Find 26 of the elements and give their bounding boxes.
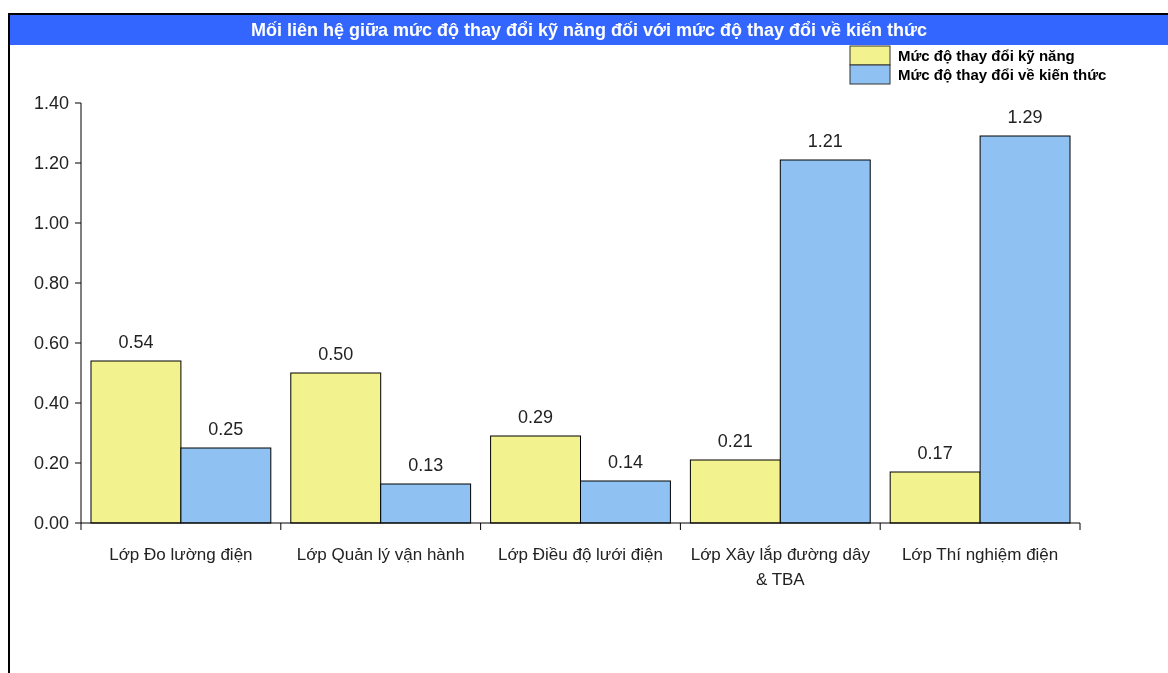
y-tick-label: 1.00 — [33, 213, 69, 234]
x-tick-label: Lớp Đo lường điện — [109, 545, 253, 564]
data-label: 1.21 — [807, 131, 843, 151]
y-tick-label: 1.40 — [33, 93, 69, 114]
legend-label: Mức độ thay đổi về kiến thức — [898, 66, 1107, 84]
data-label: 0.54 — [118, 332, 154, 352]
x-tick-label: Lớp Thí nghiệm điện — [901, 545, 1059, 564]
y-tick-label: 0.80 — [33, 273, 69, 294]
data-label: 0.25 — [208, 419, 244, 439]
data-label: 0.17 — [917, 443, 953, 463]
data-label: 0.50 — [318, 344, 354, 364]
data-label: 0.14 — [607, 452, 643, 472]
x-tick-label: Lớp Xây lắp đường dây & TBA — [690, 545, 871, 589]
data-label: 1.29 — [1007, 107, 1043, 127]
data-label: 0.13 — [408, 455, 444, 475]
y-tick-label: 1.20 — [33, 153, 69, 174]
chart-title: Mối liên hệ giữa mức độ thay đổi kỹ năng đối với mức độ thay đổi về kiến thức — [250, 20, 928, 40]
data-label: 0.21 — [717, 431, 753, 451]
x-tick-label: Lớp Quản lý vận hành — [296, 545, 465, 564]
x-tick-label: Lớp Điều độ lưới điện — [497, 545, 664, 564]
y-tick-label: 0.60 — [33, 333, 69, 354]
legend-label: Mức độ thay đổi kỹ năng — [898, 47, 1075, 65]
y-tick-label: 0.00 — [33, 513, 69, 534]
y-tick-label: 0.20 — [33, 453, 69, 474]
data-label: 0.29 — [518, 407, 554, 427]
y-tick-label: 0.40 — [33, 393, 69, 414]
